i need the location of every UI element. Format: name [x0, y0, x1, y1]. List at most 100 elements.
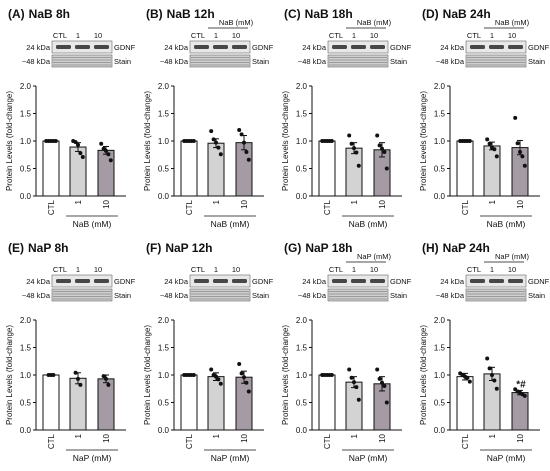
- blot-lane-ctl: CTL: [191, 265, 205, 274]
- y-tick-label: 1.5: [20, 344, 32, 353]
- stain-blot: [465, 54, 527, 68]
- y-tick-label: 1.5: [296, 344, 308, 353]
- y-tick-label: 0.5: [20, 165, 32, 174]
- data-point: [347, 367, 352, 372]
- bar-ctl: [456, 376, 474, 431]
- data-point: [216, 145, 221, 150]
- gdnf-marker: 24 kDa: [26, 43, 51, 52]
- x-tick-label: 1: [74, 199, 83, 204]
- y-tick-label: 0.5: [20, 399, 32, 408]
- stain-blot: [51, 54, 113, 68]
- blot-lane-1: 1: [214, 31, 218, 40]
- blot-lane-10: 10: [508, 265, 516, 274]
- gdnf-marker: 24 kDa: [164, 277, 189, 286]
- blot-lane-ctl: CTL: [467, 265, 481, 274]
- blot-header-title: NaP (mM): [495, 252, 530, 261]
- gdnf-band: [232, 279, 247, 283]
- blot-lane-ctl: CTL: [53, 265, 67, 274]
- blot-lane-10: 10: [508, 31, 516, 40]
- data-point: [101, 374, 106, 379]
- panel-title-text: NaB 18h: [305, 7, 353, 21]
- stain-marker: ~48 kDa: [436, 291, 465, 300]
- panel-label: (F): [146, 241, 161, 255]
- gdnf-label: GDNF: [252, 277, 274, 286]
- gdnf-band: [213, 279, 228, 283]
- x-tick-label: 10: [240, 199, 249, 208]
- x-axis-label: NaB (mM): [211, 219, 250, 229]
- bar-10: [235, 376, 253, 431]
- blot-lane-10: 10: [232, 31, 240, 40]
- data-point: [382, 384, 387, 388]
- data-point: [242, 140, 246, 145]
- gdnf-band: [489, 45, 504, 49]
- x-axis-label: NaP (mM): [349, 453, 388, 463]
- y-axis-label: Protein Levels (fold-change): [281, 325, 290, 425]
- x-tick-label: CTL: [47, 199, 56, 215]
- panel-7: (G) NaP 18h NaP (mM) CTL 1 10 24 kDa GDNF ~48 kD…: [281, 241, 412, 463]
- x-axis-label: NaP (mM): [487, 453, 526, 463]
- panel-label: (G): [284, 241, 301, 255]
- data-point: [51, 373, 56, 377]
- data-point: [515, 141, 520, 146]
- y-tick-label: 0.0: [158, 426, 170, 435]
- panel-title-text: NaB 8h: [29, 7, 70, 21]
- y-tick-label: 2.0: [296, 316, 308, 325]
- x-tick-label: 1: [350, 199, 359, 204]
- panel-title-text: NaB 12h: [167, 7, 215, 21]
- stain-blot: [189, 54, 251, 68]
- y-tick-label: 1.0: [158, 371, 170, 380]
- data-point: [356, 163, 361, 168]
- y-tick-label: 2.0: [158, 316, 170, 325]
- data-point: [80, 154, 85, 159]
- gdnf-marker: 24 kDa: [302, 277, 327, 286]
- gdnf-band: [351, 279, 366, 283]
- bar-ctl: [180, 374, 198, 431]
- y-tick-label: 0.0: [20, 192, 32, 201]
- data-point: [218, 152, 223, 157]
- blot-lane-10: 10: [94, 31, 102, 40]
- blot-header-title: NaP (mM): [357, 252, 392, 261]
- panel-label: (D): [422, 7, 439, 21]
- x-tick-label: 1: [350, 433, 359, 438]
- gdnf-band: [194, 45, 209, 49]
- panel-title: (F) NaP 12h: [146, 241, 212, 255]
- bar-1: [345, 381, 363, 431]
- gdnf-label: GDNF: [528, 43, 550, 52]
- bar-10: [511, 392, 529, 431]
- gdnf-band: [56, 45, 71, 49]
- panel-title: (D) NaB 24h: [422, 7, 491, 21]
- data-point: [485, 356, 490, 361]
- data-point: [239, 132, 244, 137]
- x-tick-label: 10: [102, 199, 111, 208]
- stain-blot: [51, 288, 113, 302]
- blot-lane-1: 1: [352, 31, 356, 40]
- gdnf-band: [232, 45, 247, 49]
- data-point: [382, 150, 387, 154]
- data-point: [108, 158, 113, 163]
- data-point: [237, 128, 242, 132]
- panel-title: (A) NaB 8h: [8, 7, 70, 21]
- stain-label: Stain: [252, 291, 269, 300]
- bar-1: [483, 373, 501, 431]
- data-point: [494, 386, 499, 391]
- data-point: [522, 393, 527, 398]
- gdnf-band: [470, 279, 485, 283]
- y-tick-label: 1.5: [158, 344, 170, 353]
- panel-5: (E) NaP 8h CTL 1 10 24 kDa GDNF ~48 kDa Stain 0.0…: [5, 241, 136, 463]
- x-tick-label: 1: [212, 433, 221, 438]
- gdnf-band: [56, 279, 71, 283]
- x-tick-label: 10: [378, 433, 387, 442]
- bar-1: [207, 142, 225, 197]
- gdnf-label: GDNF: [390, 43, 412, 52]
- bar-10: [97, 149, 115, 197]
- data-point: [490, 373, 494, 377]
- gdnf-band: [332, 45, 347, 49]
- data-point: [352, 146, 356, 151]
- x-axis-label: NaP (mM): [211, 453, 250, 463]
- data-point: [214, 374, 218, 379]
- data-point: [492, 378, 497, 383]
- y-tick-label: 1.5: [434, 110, 446, 119]
- panel-label: (A): [8, 7, 25, 21]
- panel-title-text: NaB 24h: [443, 7, 491, 21]
- y-tick-label: 1.5: [20, 110, 32, 119]
